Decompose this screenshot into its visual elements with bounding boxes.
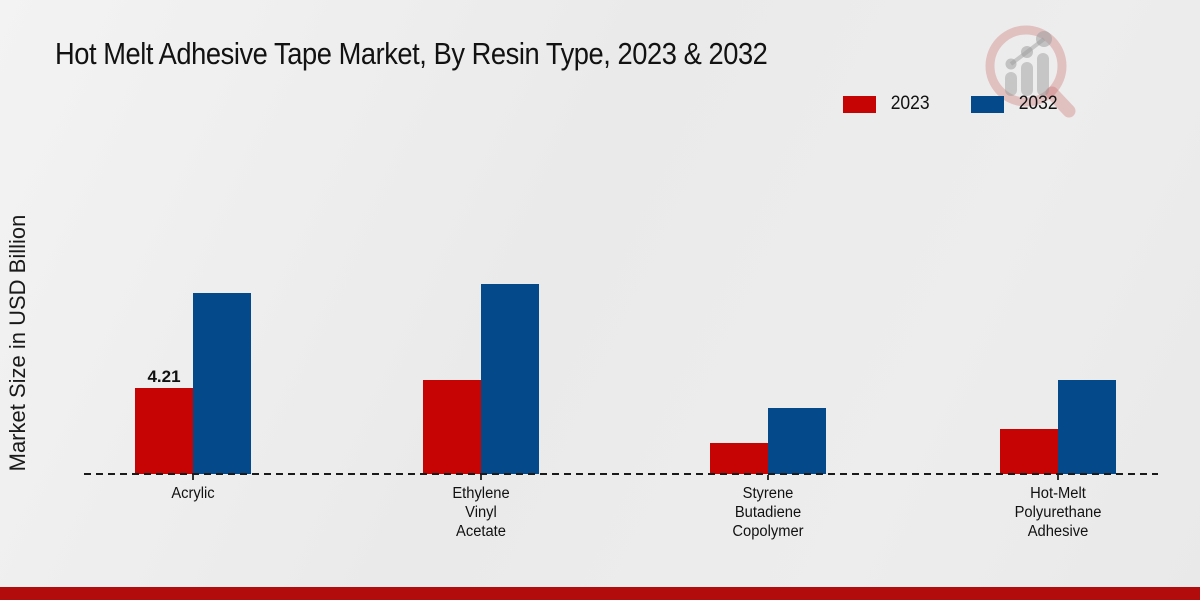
bar-2032-styrene-butadiene-copolymer [768,408,826,474]
bar-2032-hot-melt-polyurethane-adhesive [1057,380,1116,474]
bar-value-label: 4.21 [147,367,181,386]
category-label-line: Polyurethane [1014,504,1101,521]
category-label-line: Acrylic [171,485,215,502]
category-label-line: Styrene [742,485,794,502]
bar-2032-ethylene-vinyl-acetate [480,284,539,474]
bar-2023-styrene-butadiene-copolymer [710,443,768,474]
axis-tick [1056,475,1059,480]
category-label-line: Hot-Melt [1029,485,1086,502]
category-label-line: Ethylene [451,485,510,502]
axis-tick [479,475,482,480]
category-label: Acrylic [89,484,298,503]
chart-title: Hot Melt Adhesive Tape Market, By Resin … [55,36,768,71]
legend: 2023 2032 [843,93,1060,115]
legend-label-2023: 2023 [890,93,930,114]
legend-label-2032: 2032 [1018,93,1058,114]
legend-swatch-2032 [971,95,1005,113]
category-label-line: Copolymer [732,523,804,540]
bar-2032-acrylic [193,293,251,474]
bar-2023-acrylic [135,388,193,474]
bar-2023-hot-melt-polyurethane-adhesive [999,429,1058,474]
category-label-line: Adhesive [1027,523,1088,540]
category-label: Styrene Butadiene Copolymer [664,484,873,541]
category-label-line: Butadiene [734,504,802,521]
axis-tick [767,475,769,480]
legend-item-2032: 2032 [971,93,1059,115]
legend-item-2023: 2023 [843,93,931,115]
category-label-line: Vinyl [464,504,497,521]
x-axis-dashed-baseline [84,473,1158,475]
category-label: Ethylene Vinyl Acetate [376,484,585,541]
category-label: Hot-Melt Polyurethane Adhesive [953,484,1162,541]
legend-swatch-2023 [843,95,876,113]
axis-tick [192,475,194,480]
category-label-line: Acetate [455,523,506,540]
magnifier-bar-chart-logo-watermark-icon [985,25,1076,118]
bar-2023-ethylene-vinyl-acetate [422,380,481,474]
footer-accent-bar [0,587,1200,600]
